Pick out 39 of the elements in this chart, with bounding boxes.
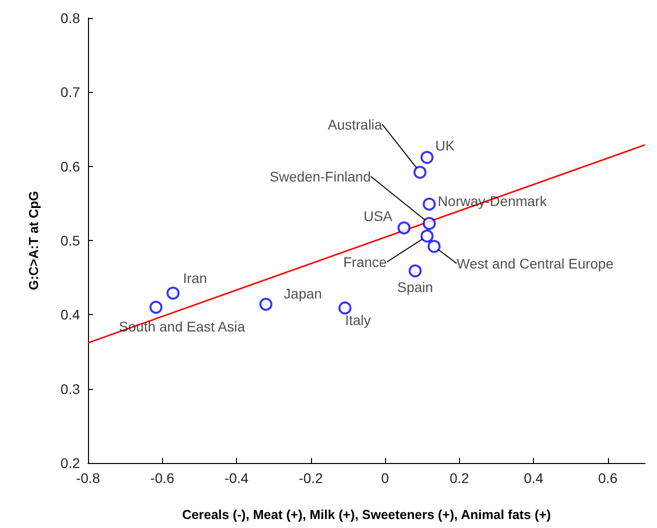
annotation: West and Central Europe [456, 255, 614, 272]
y-tick-label: 0.8 [60, 10, 80, 26]
point [408, 264, 422, 278]
x-tick-label: -0.8 [76, 470, 100, 486]
point [259, 298, 272, 311]
y-axis-title: G:C>A:T at CpG [26, 190, 41, 290]
x-axis-title: Cereals (-), Meat (+), Milk (+), Sweeteners (+), Animal fats (+) [182, 507, 551, 522]
point [420, 230, 434, 243]
x-tick-label: 0 [381, 470, 390, 486]
annotation: Sweden-Finland [270, 168, 371, 184]
annotation: UK [435, 137, 456, 154]
x-tick-label: 0.2 [450, 470, 470, 486]
point [428, 240, 441, 253]
x-tick-label: -0.6 [150, 470, 175, 486]
y-tick-label: 0.4 [60, 306, 80, 323]
annotation: Spain [397, 278, 434, 295]
x-tick-label: -0.2 [298, 470, 324, 486]
x-tick-label: 0.4 [524, 470, 544, 486]
point [420, 150, 434, 164]
point [422, 198, 436, 211]
point [413, 166, 426, 179]
annotation: Australia [328, 116, 382, 132]
point [149, 300, 162, 314]
annotation: Italy [345, 312, 371, 328]
x-tick-label: 0.6 [598, 470, 618, 486]
annotation: Japan [284, 285, 322, 302]
annotation: France [343, 254, 388, 270]
x-tick-label: -0.4 [224, 470, 249, 486]
y-tick-label: 0.5 [60, 232, 80, 248]
y-tick-label: 0.3 [60, 380, 80, 397]
point [422, 216, 436, 230]
y-tick-label: 0.7 [60, 84, 80, 100]
point [398, 221, 411, 234]
y-tick-label: 0.2 [60, 455, 80, 471]
point [338, 301, 352, 314]
y-tick-label: 0.6 [60, 158, 80, 174]
point [166, 286, 180, 300]
annotation: Iran [182, 270, 208, 286]
annotation: USA [364, 208, 394, 224]
